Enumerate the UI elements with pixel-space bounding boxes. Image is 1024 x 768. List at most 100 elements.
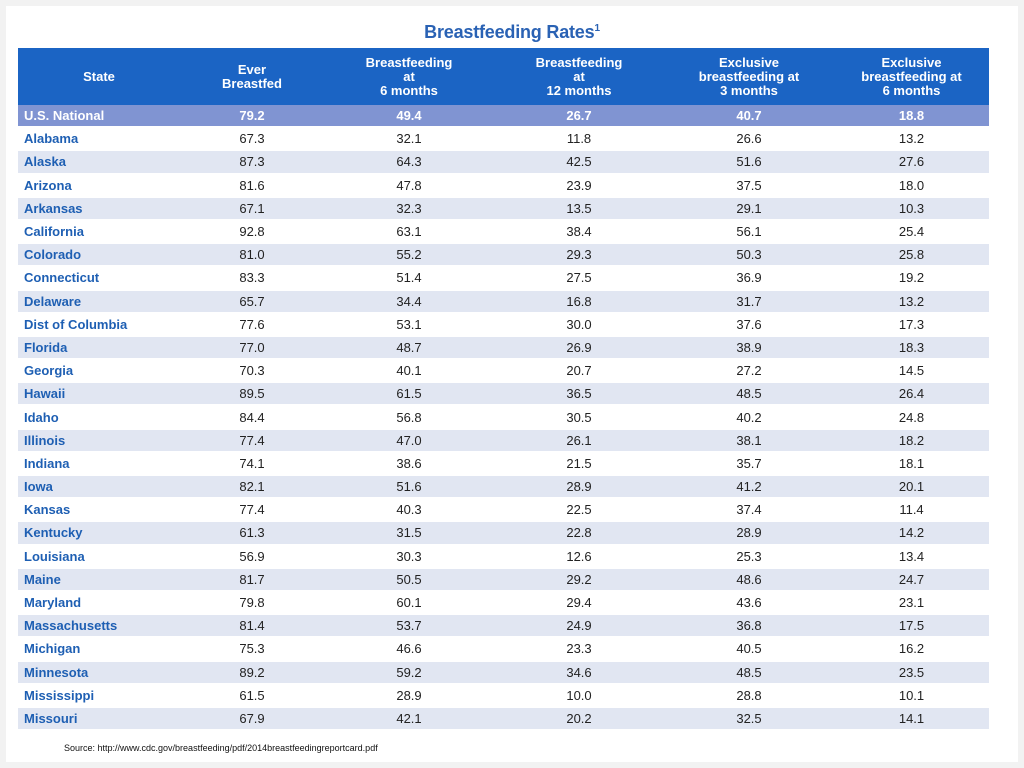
ever-breastfed-value: 56.9 bbox=[180, 544, 324, 569]
exclusive-3mo-value: 31.7 bbox=[664, 289, 834, 314]
table-row: Georgia 70.3 40.1 20.7 27.2 14.5 bbox=[18, 359, 989, 384]
table-row: Kentucky 61.3 31.5 22.8 28.9 14.2 bbox=[18, 521, 989, 546]
breastfeeding-12mo-value: 38.4 bbox=[494, 219, 664, 245]
exclusive-6mo-value: 19.2 bbox=[834, 266, 989, 291]
exclusive-3mo-value: 27.2 bbox=[664, 359, 834, 384]
breastfeeding-12mo-value: 26.1 bbox=[494, 428, 664, 453]
breastfeeding-12mo-value: 13.5 bbox=[494, 196, 664, 221]
breastfeeding-6mo-value: 53.1 bbox=[324, 312, 494, 337]
ever-breastfed-value: 67.1 bbox=[180, 196, 324, 221]
state-name: Hawaii bbox=[18, 382, 180, 407]
state-name: Maryland bbox=[18, 590, 180, 616]
exclusive-3mo-value: 43.6 bbox=[664, 590, 834, 616]
exclusive-3mo-value: 37.4 bbox=[664, 498, 834, 523]
table-row: Connecticut 83.3 51.4 27.5 36.9 19.2 bbox=[18, 266, 989, 291]
state-name: Colorado bbox=[18, 243, 180, 268]
exclusive-3mo-value: 37.6 bbox=[664, 312, 834, 337]
ever-breastfed-value: 70.3 bbox=[180, 359, 324, 384]
breastfeeding-6mo-value: 47.0 bbox=[324, 428, 494, 453]
table-row: Idaho 84.4 56.8 30.5 40.2 24.8 bbox=[18, 405, 989, 430]
exclusive-6mo-value: 18.2 bbox=[834, 428, 989, 453]
state-name: Alabama bbox=[18, 127, 180, 152]
title-text: Breastfeeding Rates bbox=[424, 22, 595, 42]
ever-breastfed-value: 83.3 bbox=[180, 266, 324, 291]
state-name: Connecticut bbox=[18, 266, 180, 291]
breastfeeding-rates-table: State Ever Breastfed Breastfeeding at 6 … bbox=[18, 48, 989, 732]
ever-breastfed-value: 75.3 bbox=[180, 637, 324, 662]
table-header: State Ever Breastfed Breastfeeding at 6 … bbox=[18, 48, 989, 105]
exclusive-3mo-value: 48.5 bbox=[664, 382, 834, 407]
exclusive-6mo-value: 23.1 bbox=[834, 590, 989, 616]
exclusive-3mo-value: 50.3 bbox=[664, 243, 834, 268]
table-row: Maryland 79.8 60.1 29.4 43.6 23.1 bbox=[18, 590, 989, 616]
state-name: Maine bbox=[18, 567, 180, 592]
state-name: Kentucky bbox=[18, 521, 180, 546]
ever-breastfed-value: 81.4 bbox=[180, 614, 324, 639]
source-citation: Source: http://www.cdc.gov/breastfeeding… bbox=[64, 743, 378, 753]
exclusive-6mo-value: 24.8 bbox=[834, 405, 989, 430]
breastfeeding-12mo-value: 34.6 bbox=[494, 660, 664, 685]
exclusive-6mo-value: 17.5 bbox=[834, 614, 989, 639]
breastfeeding-12mo-value: 12.6 bbox=[494, 544, 664, 569]
breastfeeding-6mo-value: 47.8 bbox=[324, 173, 494, 198]
state-name: Arizona bbox=[18, 173, 180, 198]
ever-breastfed-value: 61.5 bbox=[180, 683, 324, 708]
breastfeeding-12mo-value: 29.2 bbox=[494, 567, 664, 592]
header-exclusive-3-months: Exclusive breastfeeding at 3 months bbox=[664, 48, 834, 105]
ever-breastfed-value: 67.9 bbox=[180, 706, 324, 732]
table-row: Massachusetts 81.4 53.7 24.9 36.8 17.5 bbox=[18, 614, 989, 639]
exclusive-3mo-value: 48.5 bbox=[664, 660, 834, 685]
state-name: Florida bbox=[18, 335, 180, 361]
exclusive-3mo-value: 35.7 bbox=[664, 451, 834, 477]
ever-breastfed-value: 92.8 bbox=[180, 219, 324, 245]
breastfeeding-6mo-value: 48.7 bbox=[324, 335, 494, 361]
header-breastfeeding-12-months: Breastfeeding at 12 months bbox=[494, 48, 664, 105]
exclusive-6mo-value: 16.2 bbox=[834, 637, 989, 662]
breastfeeding-12mo-value: 16.8 bbox=[494, 289, 664, 314]
exclusive-3mo-value: 36.8 bbox=[664, 614, 834, 639]
ever-breastfed-value: 65.7 bbox=[180, 289, 324, 314]
ever-breastfed-value: 79.2 bbox=[180, 105, 324, 129]
state-name: Louisiana bbox=[18, 544, 180, 569]
breastfeeding-12mo-value: 27.5 bbox=[494, 266, 664, 291]
state-name: Kansas bbox=[18, 498, 180, 523]
table-row: Missouri 67.9 42.1 20.2 32.5 14.1 bbox=[18, 706, 989, 732]
exclusive-6mo-value: 24.7 bbox=[834, 567, 989, 592]
ever-breastfed-value: 89.2 bbox=[180, 660, 324, 685]
breastfeeding-12mo-value: 26.9 bbox=[494, 335, 664, 361]
state-name: Illinois bbox=[18, 428, 180, 453]
breastfeeding-12mo-value: 36.5 bbox=[494, 382, 664, 407]
breastfeeding-6mo-value: 30.3 bbox=[324, 544, 494, 569]
table-row: Minnesota 89.2 59.2 34.6 48.5 23.5 bbox=[18, 660, 989, 685]
breastfeeding-6mo-value: 59.2 bbox=[324, 660, 494, 685]
exclusive-6mo-value: 13.2 bbox=[834, 289, 989, 314]
exclusive-3mo-value: 48.6 bbox=[664, 567, 834, 592]
breastfeeding-6mo-value: 49.4 bbox=[324, 105, 494, 129]
exclusive-3mo-value: 38.1 bbox=[664, 428, 834, 453]
ever-breastfed-value: 74.1 bbox=[180, 451, 324, 477]
header-row: State Ever Breastfed Breastfeeding at 6 … bbox=[18, 48, 989, 105]
exclusive-3mo-value: 28.9 bbox=[664, 521, 834, 546]
breastfeeding-12mo-value: 10.0 bbox=[494, 683, 664, 708]
ever-breastfed-value: 82.1 bbox=[180, 475, 324, 500]
ever-breastfed-value: 87.3 bbox=[180, 150, 324, 175]
exclusive-3mo-value: 32.5 bbox=[664, 706, 834, 732]
breastfeeding-12mo-value: 42.5 bbox=[494, 150, 664, 175]
breastfeeding-6mo-value: 28.9 bbox=[324, 683, 494, 708]
ever-breastfed-value: 67.3 bbox=[180, 127, 324, 152]
breastfeeding-12mo-value: 20.2 bbox=[494, 706, 664, 732]
ever-breastfed-value: 61.3 bbox=[180, 521, 324, 546]
table-row: Louisiana 56.9 30.3 12.6 25.3 13.4 bbox=[18, 544, 989, 569]
ever-breastfed-value: 79.8 bbox=[180, 590, 324, 616]
national-row: U.S. National 79.2 49.4 26.7 40.7 18.8 bbox=[18, 105, 989, 129]
exclusive-6mo-value: 14.2 bbox=[834, 521, 989, 546]
exclusive-6mo-value: 14.5 bbox=[834, 359, 989, 384]
exclusive-6mo-value: 18.1 bbox=[834, 451, 989, 477]
ever-breastfed-value: 84.4 bbox=[180, 405, 324, 430]
exclusive-3mo-value: 40.5 bbox=[664, 637, 834, 662]
exclusive-3mo-value: 36.9 bbox=[664, 266, 834, 291]
state-name: Michigan bbox=[18, 637, 180, 662]
exclusive-6mo-value: 13.4 bbox=[834, 544, 989, 569]
table-row: Arizona 81.6 47.8 23.9 37.5 18.0 bbox=[18, 173, 989, 198]
breastfeeding-6mo-value: 53.7 bbox=[324, 614, 494, 639]
